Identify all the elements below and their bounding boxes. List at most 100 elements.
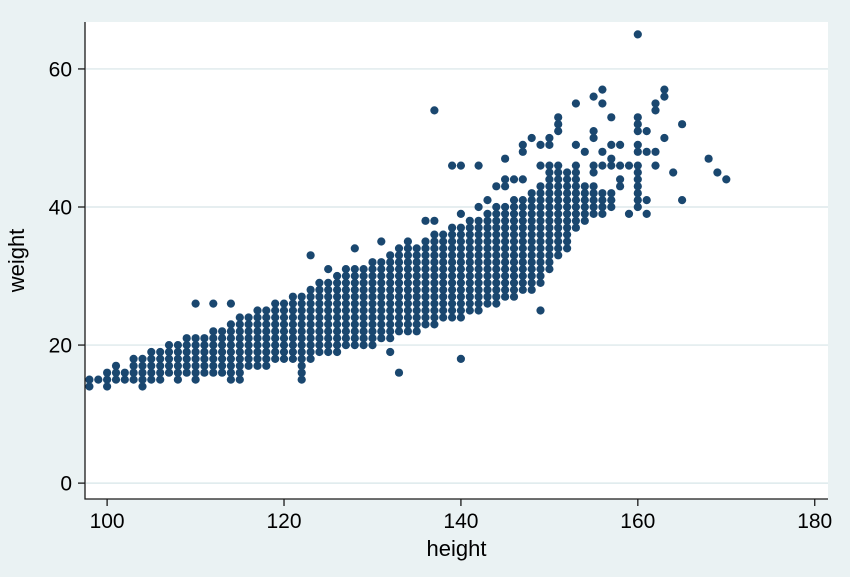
scatter-point	[536, 258, 545, 267]
scatter-point	[262, 334, 271, 343]
scatter-point	[200, 368, 209, 377]
scatter-point	[306, 334, 315, 343]
scatter-point	[359, 278, 368, 287]
scatter-point	[430, 251, 439, 260]
scatter-point	[315, 341, 324, 350]
scatter-point	[501, 265, 510, 274]
scatter-point	[315, 320, 324, 329]
scatter-point	[368, 285, 377, 294]
scatter-point	[182, 354, 191, 363]
scatter-point	[456, 230, 465, 239]
scatter-point	[271, 341, 280, 350]
scatter-point	[589, 161, 598, 170]
scatter-point	[191, 341, 200, 350]
scatter-point	[589, 189, 598, 198]
scatter-point	[218, 368, 227, 377]
tick-labels-group: 0 20 40 60 100 120 140 160 180	[49, 58, 833, 533]
scatter-point	[226, 368, 235, 377]
scatter-point	[403, 306, 412, 315]
scatter-point	[111, 361, 121, 370]
scatter-point	[191, 361, 200, 370]
scatter-point	[262, 306, 271, 315]
scatter-point	[465, 271, 474, 281]
scatter-point	[554, 168, 563, 177]
scatter-point	[509, 244, 519, 253]
scatter-point	[386, 251, 395, 260]
scatter-point	[341, 285, 350, 294]
scatter-point	[412, 285, 421, 294]
scatter-point	[536, 189, 545, 198]
scatter-point	[333, 347, 342, 357]
scatter-point	[403, 271, 412, 281]
scatter-point	[129, 354, 138, 363]
scatter-point	[651, 99, 660, 108]
scatter-point	[536, 237, 545, 246]
scatter-point	[518, 230, 527, 239]
scatter-point	[341, 306, 350, 315]
scatter-point	[394, 285, 404, 294]
scatter-point	[527, 230, 536, 239]
scatter-point	[253, 334, 262, 343]
scatter-point	[235, 361, 244, 370]
scatter-point	[474, 285, 483, 294]
scatter-point	[377, 334, 386, 343]
scatter-point	[244, 320, 253, 329]
scatter-point	[386, 285, 395, 294]
scatter-point	[554, 244, 563, 253]
scatter-point	[642, 147, 651, 156]
scatter-point	[456, 313, 465, 322]
scatter-point	[377, 292, 386, 301]
scatter-point	[536, 306, 545, 315]
scatter-point	[545, 216, 554, 225]
scatter-point	[669, 168, 678, 177]
scatter-point	[421, 251, 430, 260]
scatter-point	[226, 320, 235, 329]
scatter-point	[350, 265, 359, 274]
scatter-point	[394, 271, 404, 281]
scatter-point	[164, 341, 174, 350]
scatter-point	[651, 106, 660, 115]
scatter-point	[306, 285, 315, 294]
scatter-point	[598, 209, 607, 218]
scatter-point	[421, 306, 430, 315]
scatter-point	[527, 278, 536, 287]
scatter-point	[244, 354, 253, 363]
scatter-point	[589, 202, 598, 212]
scatter-point	[492, 278, 501, 287]
scatter-point	[421, 299, 430, 308]
scatter-point	[492, 230, 501, 239]
scatter-point	[350, 299, 359, 308]
scatter-point	[333, 327, 342, 336]
scatter-point	[501, 258, 510, 267]
scatter-point	[456, 306, 465, 315]
scatter-point	[651, 161, 660, 170]
scatter-point	[483, 230, 492, 239]
scatter-point	[341, 265, 350, 274]
scatter-point	[262, 354, 271, 363]
scatter-point	[571, 182, 581, 191]
scatter-point	[563, 182, 572, 191]
scatter-point	[430, 244, 439, 253]
scatter-point	[253, 361, 262, 370]
scatter-point	[209, 327, 218, 336]
scatter-point	[218, 361, 227, 370]
scatter-point	[536, 251, 545, 260]
scatter-point	[571, 99, 581, 108]
scatter-point	[244, 313, 253, 322]
scatter-point	[377, 265, 386, 274]
scatter-point	[412, 299, 421, 308]
scatter-point	[554, 196, 563, 205]
scatter-point	[456, 278, 465, 287]
scatter-point	[200, 341, 209, 350]
scatter-point	[333, 299, 342, 308]
scatter-point	[386, 271, 395, 281]
scatter-point	[368, 341, 377, 350]
scatter-point	[492, 265, 501, 274]
scatter-point	[492, 237, 501, 246]
scatter-point	[279, 306, 289, 315]
scatter-point	[501, 175, 510, 184]
scatter-point	[394, 278, 404, 287]
scatter-point	[563, 230, 572, 239]
scatter-point	[448, 292, 457, 301]
